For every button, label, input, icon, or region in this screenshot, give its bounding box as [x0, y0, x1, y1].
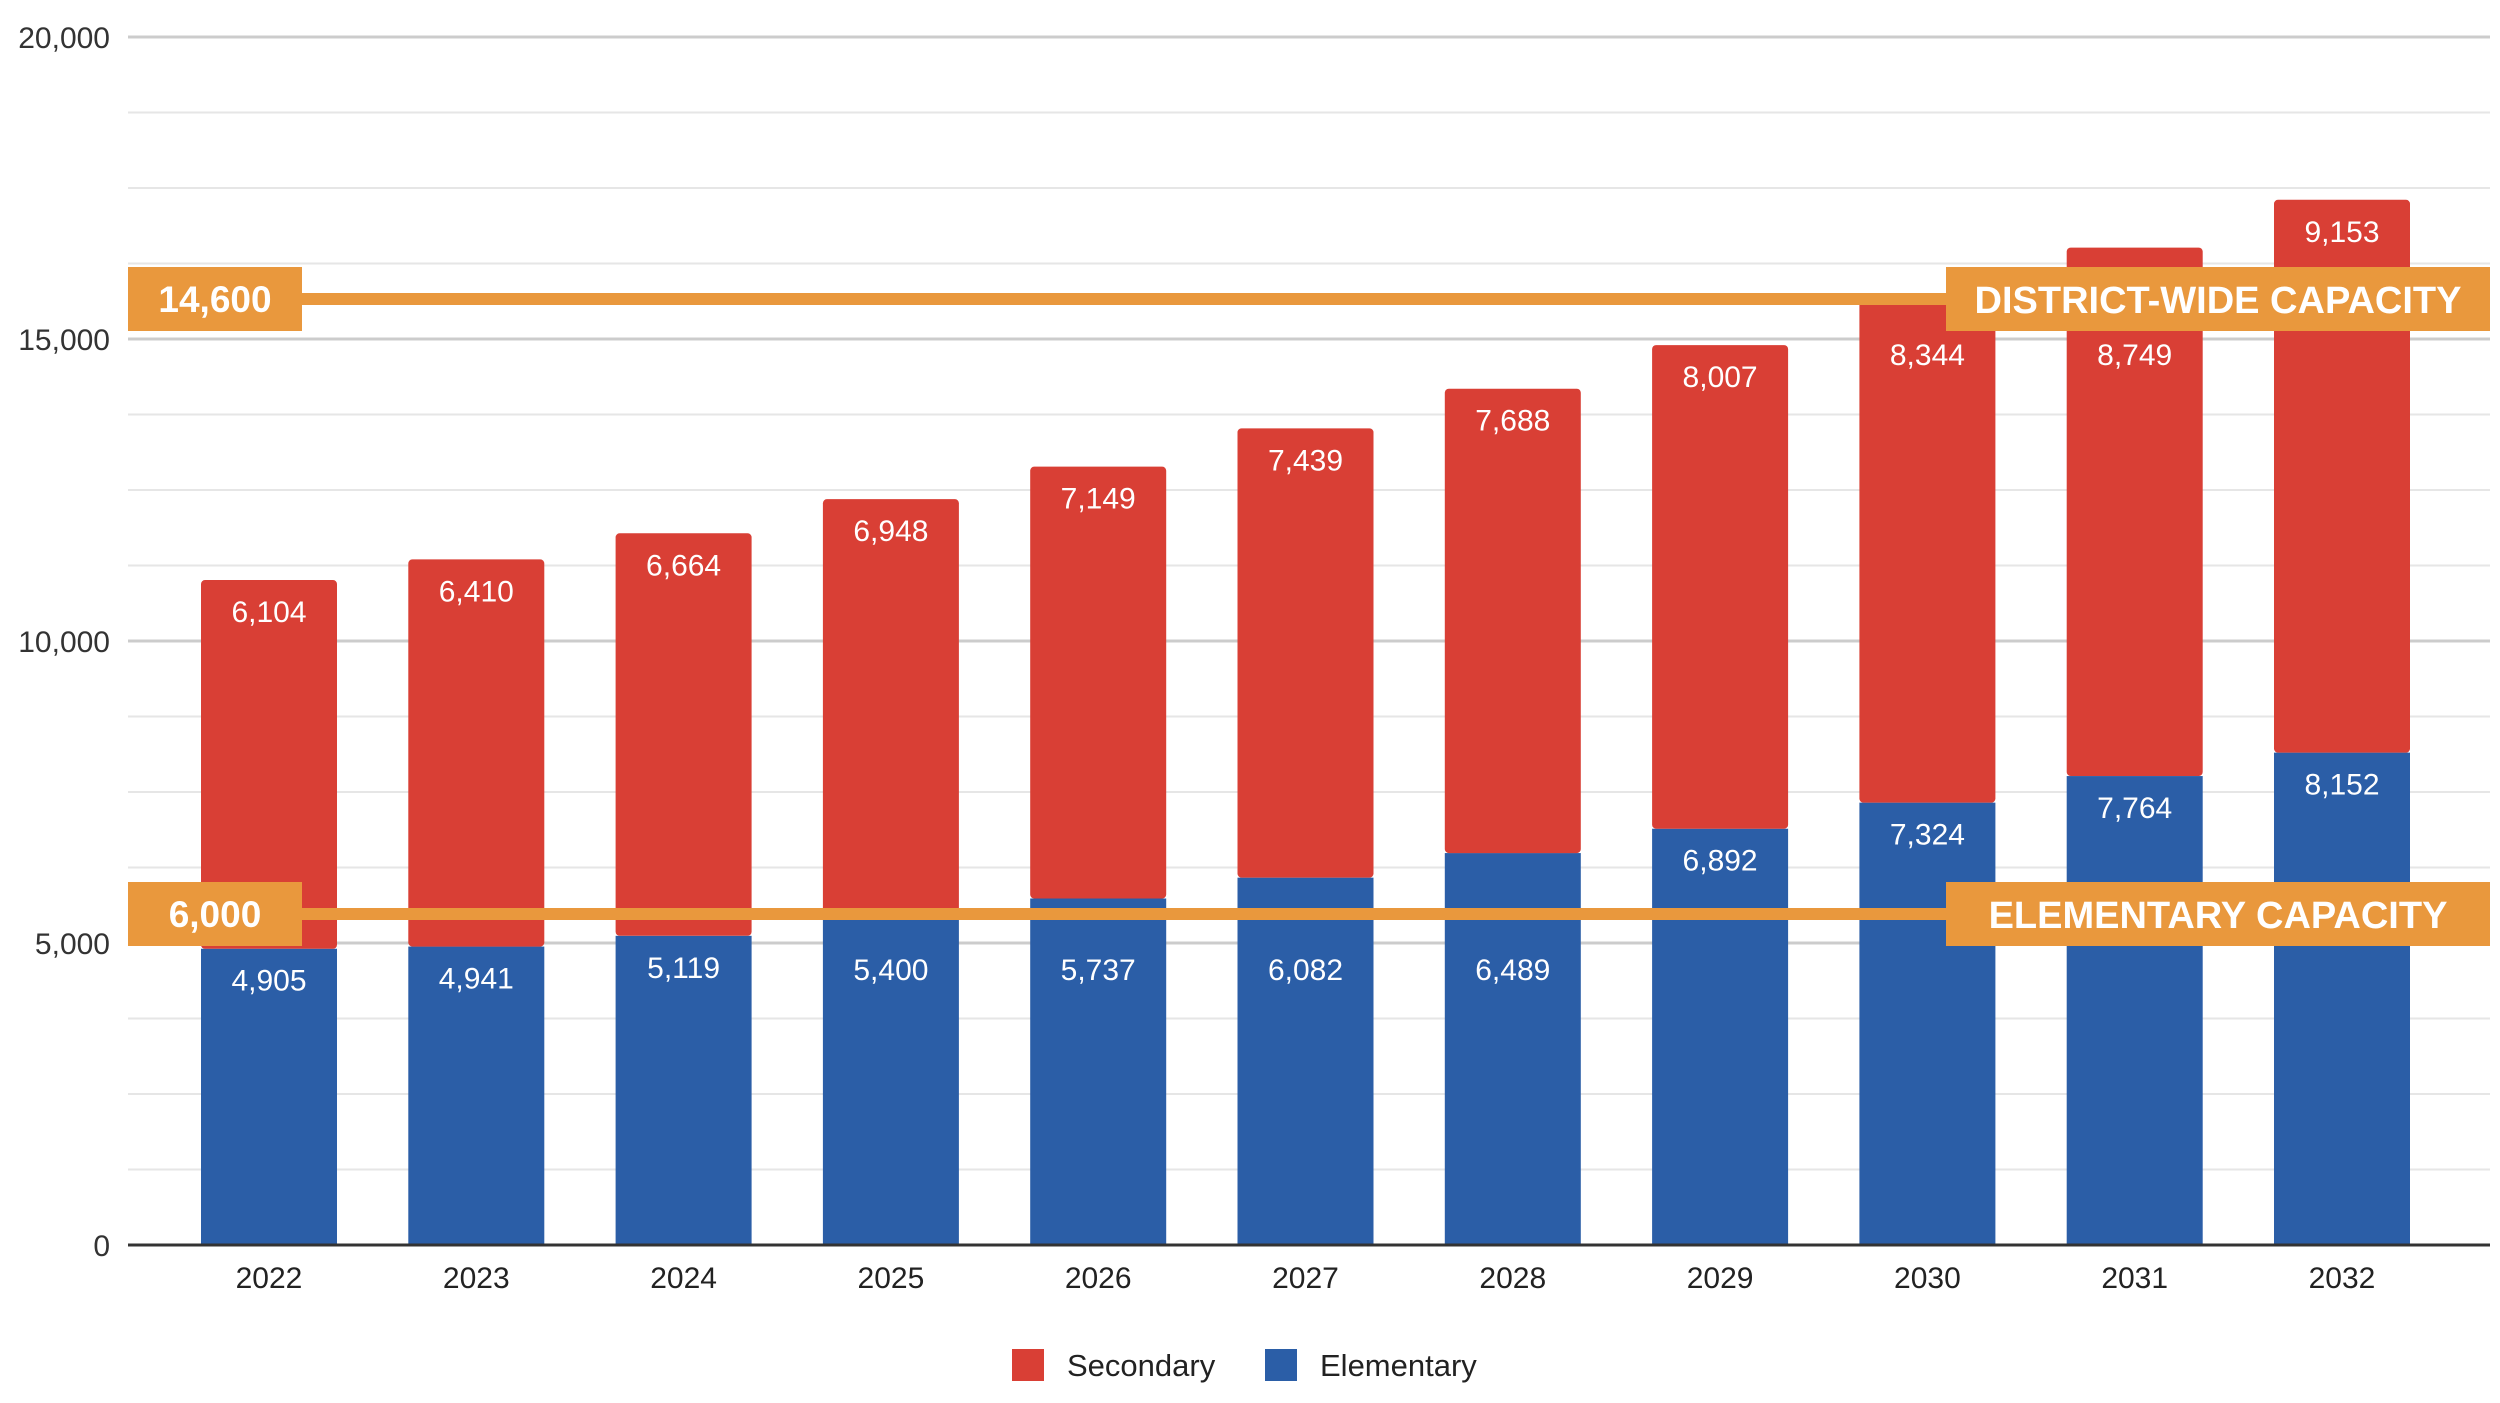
- data-label-secondary: 8,344: [1890, 339, 1965, 372]
- bar-secondary-2027: [1237, 428, 1374, 878]
- x-tick-label: 2027: [1272, 1262, 1339, 1295]
- bar-secondary-2026: [1030, 466, 1167, 899]
- x-tick-label: 2030: [1894, 1262, 1961, 1295]
- y-tick-label: 5,000: [35, 928, 110, 961]
- bar-secondary-2022: [201, 580, 337, 949]
- data-label-secondary: 8,749: [2097, 339, 2172, 372]
- bar-secondary-2028: [1444, 388, 1581, 854]
- data-label-elementary: 5,737: [1061, 954, 1136, 987]
- data-label-elementary: 4,905: [231, 965, 306, 998]
- data-label-secondary: 7,688: [1475, 405, 1550, 438]
- reference-name-box: [1946, 882, 2490, 946]
- data-label-secondary: 6,104: [231, 596, 306, 629]
- bar-secondary-2025: [822, 499, 959, 919]
- bar-elementary-2027: [1237, 877, 1374, 1245]
- x-tick-label: 2024: [650, 1262, 717, 1295]
- y-tick-label: 10,000: [18, 626, 110, 659]
- x-tick-label: 2026: [1065, 1262, 1132, 1295]
- data-label-elementary: 7,324: [1890, 819, 1965, 852]
- x-tick-label: 2028: [1479, 1262, 1546, 1295]
- data-label-elementary: 6,489: [1475, 954, 1550, 987]
- bar-elementary-2032: [2274, 752, 2410, 1245]
- bar-secondary-2031: [2066, 247, 2203, 777]
- bar-secondary-2032: [2274, 199, 2410, 753]
- legend-label: Secondary: [1067, 1348, 1216, 1383]
- legend-label: Elementary: [1320, 1348, 1477, 1383]
- x-tick-label: 2032: [2309, 1262, 2376, 1295]
- reference-name-box: [1946, 267, 2490, 331]
- x-tick-label: 2031: [2101, 1262, 2168, 1295]
- data-label-elementary: 4,941: [439, 963, 514, 996]
- reference-name-label: ELEMENTARY CAPACITY: [1989, 895, 2448, 937]
- data-label-elementary: 6,892: [1683, 845, 1758, 878]
- bar-elementary-2024: [615, 935, 752, 1245]
- data-label-secondary: 7,149: [1061, 483, 1136, 516]
- data-label-secondary: 7,439: [1268, 444, 1343, 477]
- bar-elementary-2022: [201, 948, 337, 1245]
- legend-swatch: [1012, 1349, 1044, 1381]
- x-tick-label: 2023: [443, 1262, 510, 1295]
- y-tick-label: 0: [93, 1230, 110, 1263]
- bar-secondary-2023: [408, 559, 545, 947]
- legend-swatch: [1265, 1349, 1297, 1381]
- bar-elementary-2029: [1652, 828, 1789, 1245]
- data-label-secondary: 6,948: [853, 515, 928, 548]
- data-label-secondary: 6,664: [646, 549, 721, 582]
- data-label-elementary: 6,082: [1268, 954, 1343, 987]
- reference-value-label: 6,000: [169, 894, 262, 935]
- y-tick-label: 15,000: [18, 324, 110, 357]
- data-label-elementary: 5,119: [647, 952, 720, 985]
- reference-name-label: DISTRICT-WIDE CAPACITY: [1975, 280, 2462, 322]
- reference-value-box: [128, 267, 302, 331]
- data-label-elementary: 7,764: [2097, 792, 2172, 825]
- data-label-elementary: 8,152: [2304, 769, 2379, 802]
- data-label-secondary: 6,410: [439, 575, 514, 608]
- bar-elementary-2025: [822, 918, 959, 1245]
- data-label-secondary: 8,007: [1683, 361, 1758, 394]
- data-label-elementary: 5,400: [853, 954, 928, 987]
- data-label-secondary: 9,153: [2304, 216, 2379, 249]
- bar-elementary-2031: [2066, 776, 2203, 1245]
- y-tick-label: 20,000: [18, 22, 110, 55]
- bar-secondary-2030: [1859, 298, 1996, 803]
- bar-elementary-2026: [1030, 898, 1167, 1245]
- x-tick-label: 2022: [236, 1262, 303, 1295]
- bar-secondary-2024: [615, 533, 752, 936]
- reference-value-box: [128, 882, 302, 946]
- bar-elementary-2023: [408, 946, 545, 1245]
- x-tick-label: 2025: [858, 1262, 925, 1295]
- bar-elementary-2030: [1859, 802, 1996, 1245]
- x-tick-label: 2029: [1687, 1262, 1754, 1295]
- reference-value-label: 14,600: [158, 279, 271, 320]
- bar-secondary-2029: [1652, 345, 1789, 829]
